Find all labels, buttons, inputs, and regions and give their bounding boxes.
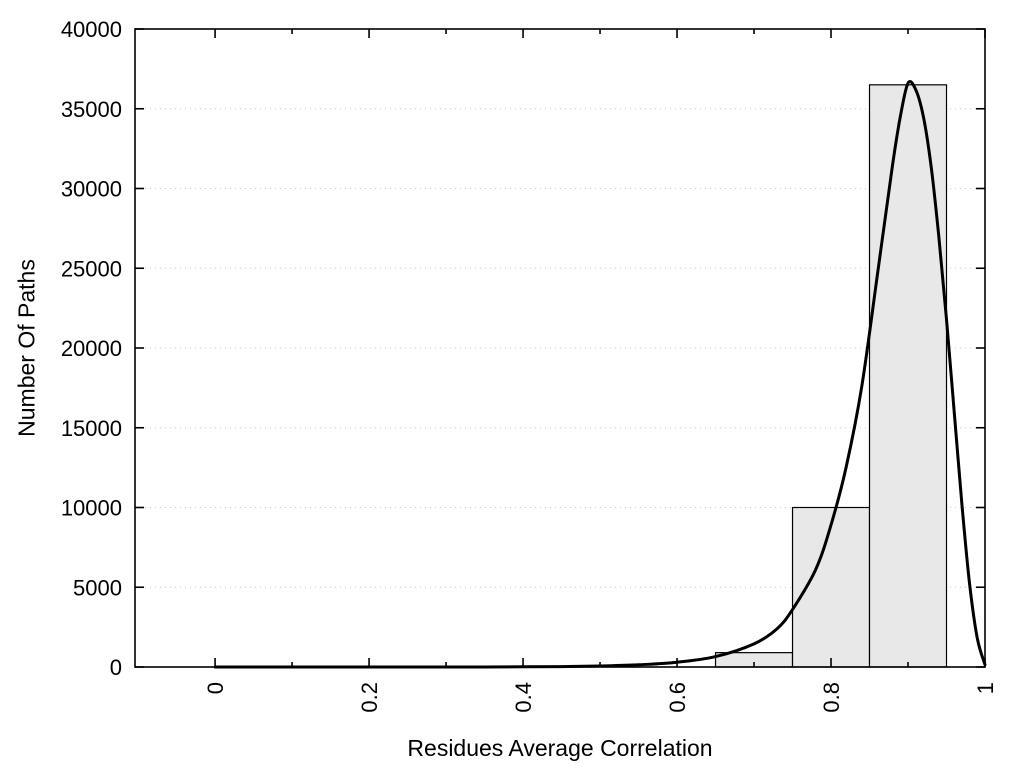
x-tick-label: 0 (203, 682, 228, 694)
x-axis-label: Residues Average Correlation (407, 735, 713, 761)
x-tick-label: 0.4 (511, 682, 536, 713)
x-tick-label: 0.8 (819, 682, 844, 713)
y-tick-label: 30000 (61, 177, 122, 202)
x-tick-label: 0.2 (357, 682, 382, 713)
y-tick-label: 25000 (61, 256, 122, 281)
x-tick-label: 1 (973, 682, 998, 694)
y-tick-label: 10000 (61, 496, 122, 521)
y-axis-label: Number Of Paths (13, 259, 40, 437)
y-tick-label: 15000 (61, 416, 122, 441)
histogram-bar (868, 84, 948, 668)
y-tick-label: 0 (110, 655, 122, 680)
y-tick-label: 5000 (73, 575, 122, 600)
histogram-bar (791, 506, 871, 668)
y-tick-label: 35000 (61, 97, 122, 122)
x-tick-label: 0.6 (665, 682, 690, 713)
y-tick-label: 40000 (61, 17, 122, 42)
y-tick-label: 20000 (61, 336, 122, 361)
